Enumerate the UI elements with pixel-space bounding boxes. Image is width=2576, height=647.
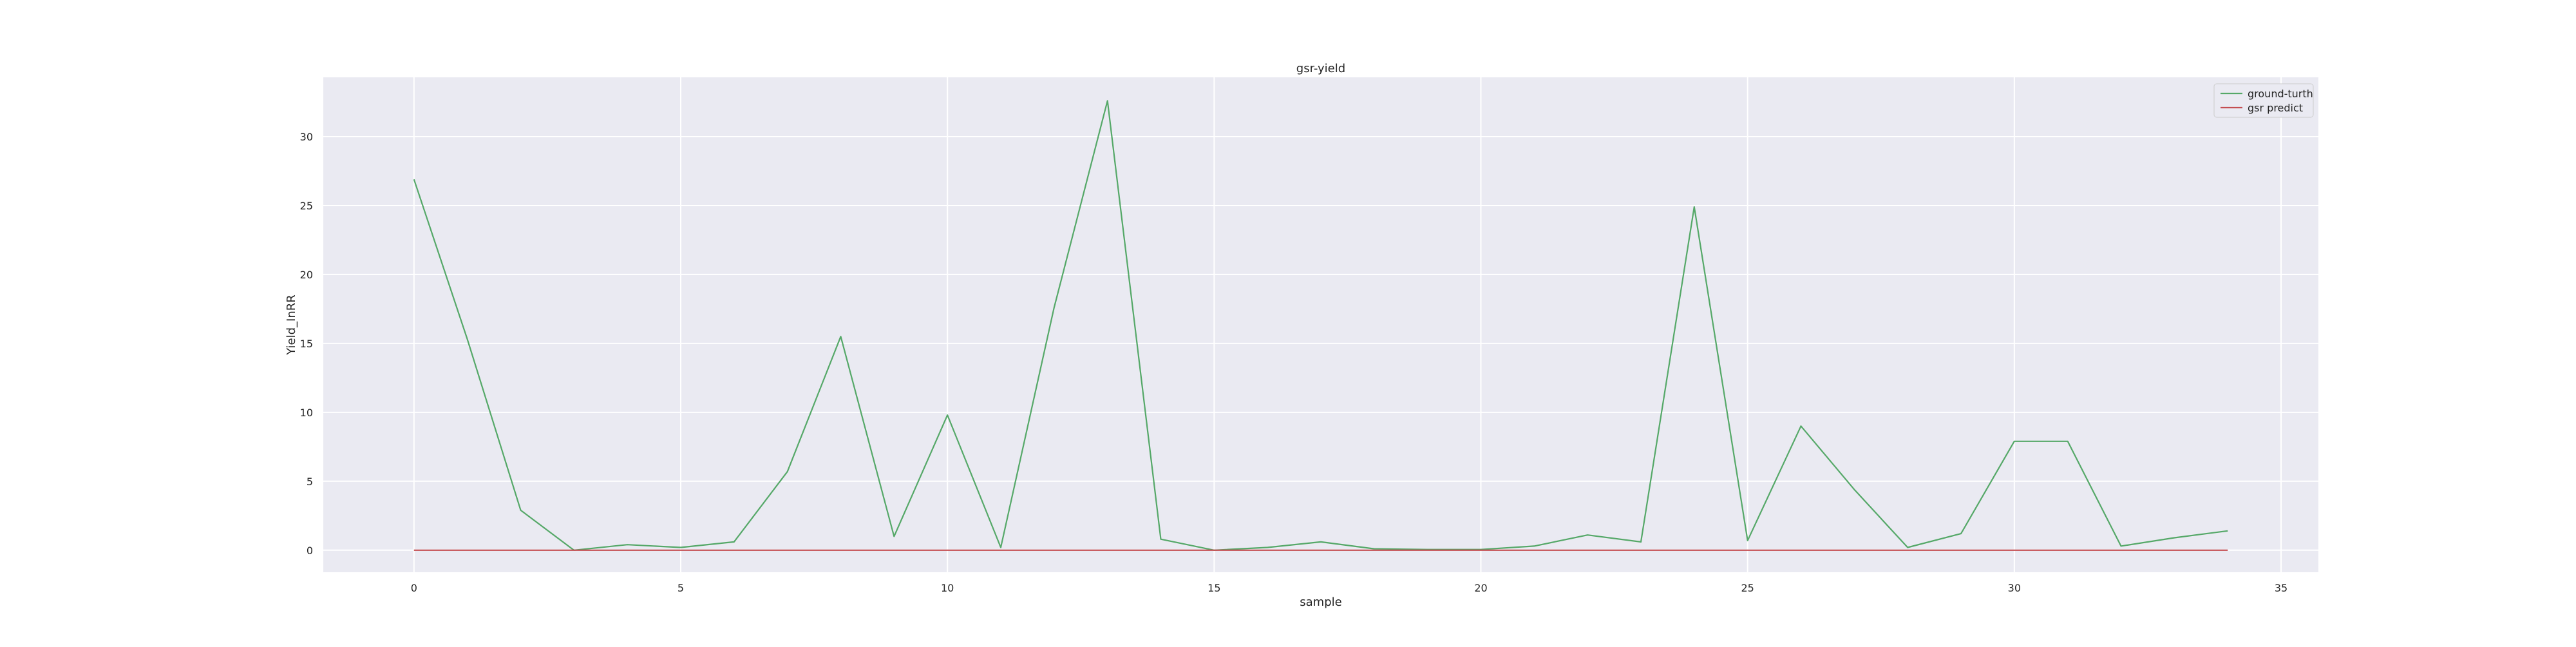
y-tick-label: 25	[300, 200, 313, 212]
legend-label-gsr-predict: gsr predict	[2248, 102, 2303, 114]
x-tick-label: 30	[2008, 582, 2021, 594]
legend-box	[2213, 83, 2314, 118]
series-layer	[413, 100, 2228, 551]
y-axis-label: Yield_InRR	[285, 295, 298, 356]
y-tick-label: 0	[307, 545, 313, 557]
y-tick-label: 20	[300, 269, 313, 281]
x-tick-label: 25	[1741, 582, 1754, 594]
x-tick-label: 5	[677, 582, 684, 594]
chart-title: gsr-yield	[1296, 62, 1345, 75]
tick-labels: 0 5 10 15 20 25 30 35 0 5 10 15 20 25 30	[300, 131, 2288, 594]
x-axis-label: sample	[1300, 595, 1341, 609]
plot-area	[323, 77, 2318, 572]
legend: ground-turth gsr predict	[2213, 83, 2314, 118]
grid-lines	[323, 77, 2318, 572]
y-tick-label: 15	[300, 338, 313, 350]
y-tick-label: 5	[307, 476, 313, 488]
x-tick-label: 15	[1208, 582, 1220, 594]
legend-label-ground-turth: ground-turth	[2248, 88, 2313, 100]
series-line-ground-turth	[413, 100, 2228, 551]
y-tick-label: 30	[300, 131, 313, 143]
x-tick-label: 10	[941, 582, 954, 594]
x-tick-label: 20	[1474, 582, 1487, 594]
y-tick-label: 10	[300, 407, 313, 419]
x-tick-label: 0	[411, 582, 417, 594]
x-tick-label: 35	[2275, 582, 2287, 594]
